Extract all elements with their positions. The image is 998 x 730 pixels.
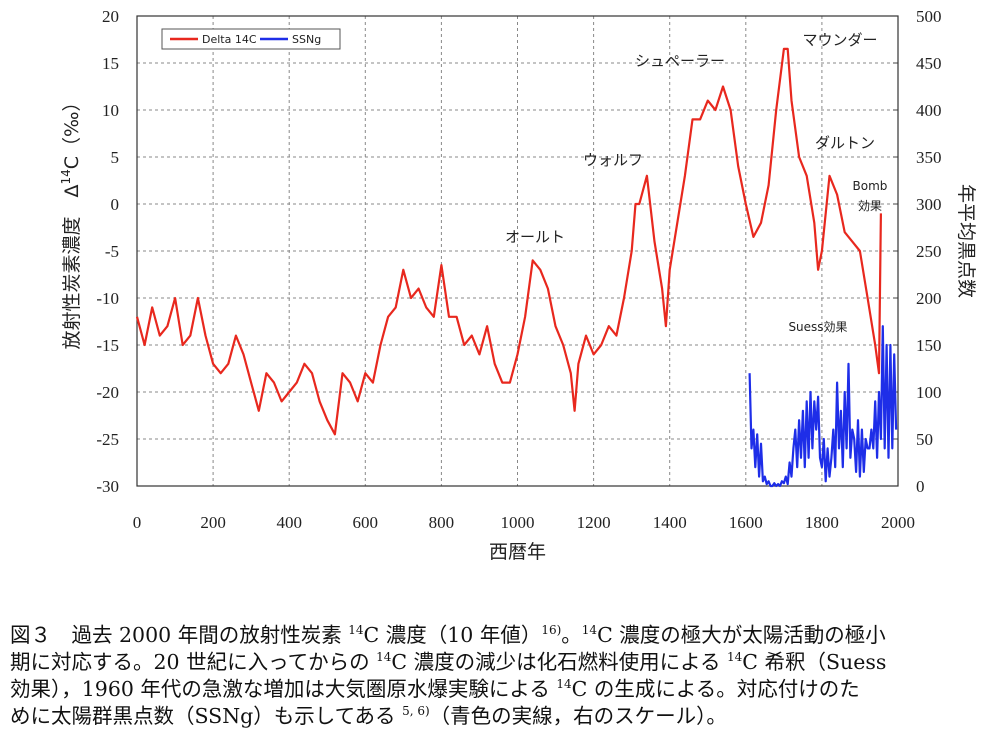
caption: 図３ 過去 2000 年間の放射性炭素 14C 濃度（10 年値）16)。14C… bbox=[10, 622, 992, 730]
annotation: Suess効果 bbox=[788, 319, 847, 334]
x-tick-label: 400 bbox=[276, 513, 302, 532]
y2-tick-label: 450 bbox=[916, 54, 942, 73]
caption-sup: 14 bbox=[376, 650, 392, 664]
x-tick-label: 1000 bbox=[501, 513, 535, 532]
y-tick-label: -25 bbox=[96, 430, 119, 449]
y-axis-label-part: C（‰） bbox=[61, 92, 83, 169]
y-tick-label: -5 bbox=[105, 242, 119, 261]
annotation: シュペーラー bbox=[635, 52, 725, 70]
caption-sup: 16) bbox=[541, 623, 562, 637]
y-tick-label: -15 bbox=[96, 336, 119, 355]
x-tick-label: 1400 bbox=[653, 513, 687, 532]
x-tick-label: 800 bbox=[429, 513, 455, 532]
y-tick-label: -30 bbox=[96, 477, 119, 496]
y2-tick-label: 50 bbox=[916, 430, 933, 449]
caption-text: 期に対応する。20 世紀に入ってからの bbox=[10, 650, 377, 674]
legend-box bbox=[161, 28, 341, 50]
caption-text: C 濃度の極大が太陽活動の極小 bbox=[597, 623, 886, 647]
y-tick-label: 20 bbox=[102, 7, 119, 26]
legend-label: SSNg bbox=[292, 33, 321, 46]
y2-tick-label: 100 bbox=[916, 383, 942, 402]
y-tick-label: 15 bbox=[102, 54, 119, 73]
y2-tick-label: 0 bbox=[916, 477, 925, 496]
y-tick-label: -20 bbox=[96, 383, 119, 402]
caption-line: 図３ 過去 2000 年間の放射性炭素 14C 濃度（10 年値）16)。14C… bbox=[10, 622, 992, 649]
x-tick-label: 600 bbox=[353, 513, 379, 532]
y-tick-label: 10 bbox=[102, 101, 119, 120]
caption-sup: 14 bbox=[556, 677, 572, 691]
series-line bbox=[135, 47, 882, 436]
y-axis-label-sup: 14 bbox=[59, 169, 73, 184]
y2-tick-label: 350 bbox=[916, 148, 942, 167]
y2-tick-label: 250 bbox=[916, 242, 942, 261]
caption-text: 図３ 過去 2000 年間の放射性炭素 bbox=[10, 623, 349, 647]
annotation: ダルトン bbox=[815, 134, 875, 152]
x-tick-label: 1800 bbox=[805, 513, 839, 532]
caption-text: 効果），1960 年代の急激な増加は大気圏原水爆実験による bbox=[10, 677, 557, 701]
caption-text: C 濃度の減少は化石燃料使用による bbox=[391, 650, 727, 674]
annotation: オールト bbox=[505, 228, 565, 246]
y-axis-label-part: 放射性炭素濃度 Δ bbox=[61, 185, 83, 350]
y-axis-label: 放射性炭素濃度 Δ14C（‰） bbox=[59, 92, 83, 349]
x-tick-label: 1600 bbox=[729, 513, 763, 532]
series-line bbox=[748, 325, 898, 488]
y2-tick-label: 150 bbox=[916, 336, 942, 355]
caption-text: C の生成による。対応付けのた bbox=[571, 677, 860, 701]
legend-label: Delta 14C bbox=[202, 33, 257, 46]
caption-sup: 14 bbox=[348, 623, 364, 637]
caption-text: C 希釈（Suess bbox=[742, 650, 887, 674]
annotation: 効果 bbox=[858, 198, 882, 213]
chart: 0 200 400 600 800 1000 1200 1400 1600 1800 2000-30… bbox=[59, 7, 977, 563]
caption-text: C 濃度（10 年値） bbox=[363, 623, 542, 647]
annotation: ウォルフ bbox=[583, 151, 643, 169]
x-tick-label: 1200 bbox=[577, 513, 611, 532]
caption-sup: 14 bbox=[581, 623, 598, 637]
caption-line: めに太陽群黒点数（SSNg）も示してある 5, 6)（青色の実線，右のスケール）… bbox=[10, 703, 992, 730]
caption-line: 効果），1960 年代の急激な増加は大気圏原水爆実験による 14C の生成による… bbox=[10, 676, 992, 703]
y-tick-label: -10 bbox=[96, 289, 119, 308]
caption-sup: 14 bbox=[726, 650, 743, 664]
caption-line: 期に対応する。20 世紀に入ってからの 14C 濃度の減少は化石燃料使用による … bbox=[10, 649, 992, 676]
plot-frame bbox=[136, 15, 899, 487]
x-tick-label: 0 bbox=[133, 513, 142, 532]
annotation: マウンダー bbox=[802, 31, 877, 49]
x-tick-label: 200 bbox=[200, 513, 226, 532]
y-tick-label: 0 bbox=[111, 195, 120, 214]
caption-text: 。 bbox=[561, 623, 582, 647]
y2-tick-label: 400 bbox=[916, 101, 942, 120]
y2-axis-label: 年平均黒点数 bbox=[955, 184, 977, 298]
x-axis-label: 西暦年 bbox=[489, 541, 546, 563]
annotation: Bomb bbox=[853, 179, 888, 193]
caption-text: （青色の実線，右のスケール）。 bbox=[429, 704, 727, 728]
caption-sup: 5, 6) bbox=[402, 704, 430, 718]
y2-tick-label: 200 bbox=[916, 289, 942, 308]
caption-text: めに太陽群黒点数（SSNg）も示してある bbox=[10, 704, 403, 728]
y-tick-label: 5 bbox=[111, 148, 120, 167]
y2-tick-label: 300 bbox=[916, 195, 942, 214]
y2-tick-label: 500 bbox=[916, 7, 942, 26]
x-tick-label: 2000 bbox=[881, 513, 915, 532]
